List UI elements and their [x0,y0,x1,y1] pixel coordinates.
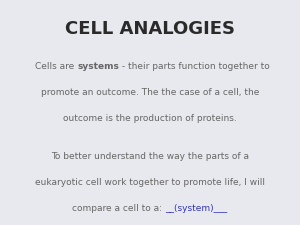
Text: CELL ANALOGIES: CELL ANALOGIES [65,20,235,38]
Text: compare a cell to a:: compare a cell to a: [73,204,165,213]
Text: eukaryotic cell work together to promote life, I will: eukaryotic cell work together to promote… [35,178,265,187]
Text: - their parts function together to: - their parts function together to [119,62,270,71]
Text: To better understand the way the parts of a: To better understand the way the parts o… [51,153,249,162]
Text: __(system)___: __(system)___ [165,204,227,213]
Text: Cells are: Cells are [35,62,77,71]
Text: systems: systems [77,62,119,71]
Text: promote an outcome. The the case of a cell, the: promote an outcome. The the case of a ce… [41,88,259,97]
Text: outcome is the production of proteins.: outcome is the production of proteins. [63,114,237,123]
